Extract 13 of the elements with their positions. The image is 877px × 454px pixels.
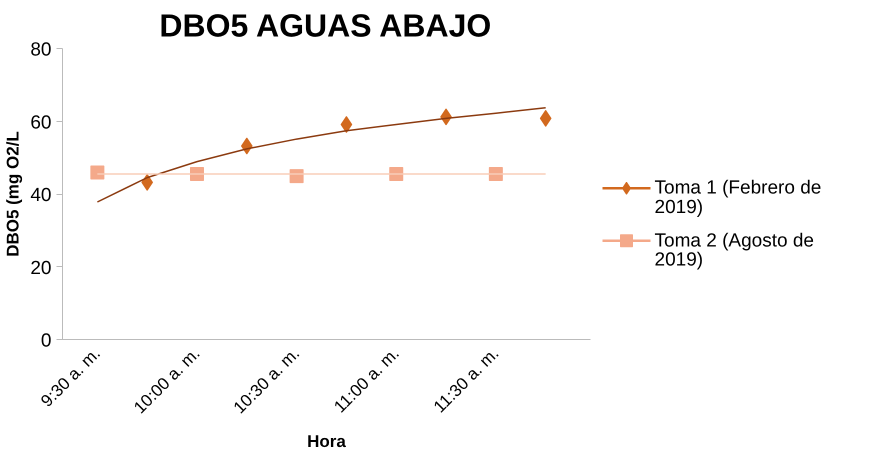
point <box>540 110 552 127</box>
chart-title: DBO5 AGUAS ABAJO <box>159 8 492 44</box>
y-axis-title: DBO5 (mg O2/L <box>3 131 22 257</box>
legend-label: Toma 2 (Agosto de 2019) <box>654 230 814 271</box>
y-tick-label: 80 <box>30 40 52 60</box>
line-series <box>96 107 546 203</box>
y-tick-label: 20 <box>30 258 52 279</box>
x-axis-title: Hora <box>307 432 346 452</box>
point <box>90 166 104 180</box>
y-tick-label: 60 <box>30 112 52 134</box>
legend-label: Toma 1 (Febrero de 2019) <box>654 178 822 218</box>
y-tick-label: 0 <box>40 330 52 352</box>
y-tick-label: 40 <box>30 185 52 206</box>
